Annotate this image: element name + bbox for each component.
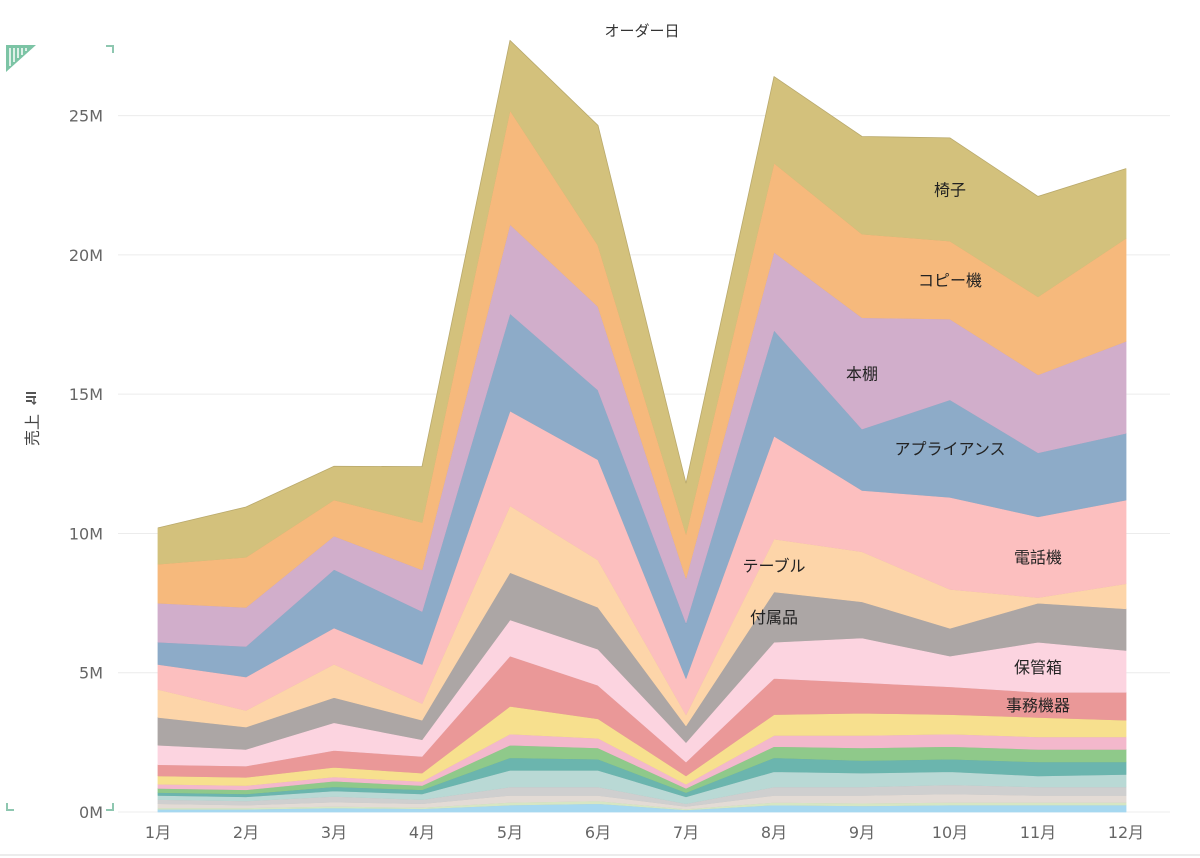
x-axis-ticks: 1月 2月 3月 4月 5月 6月 7月 8月 9月 10月 11月 12月 [145, 823, 1144, 842]
x-tick-label: 5月 [497, 823, 523, 842]
y-tick-label: 25M [69, 107, 103, 126]
x-axis-title[interactable]: オーダー日 [604, 22, 679, 40]
series-label-2: 本棚 [846, 364, 878, 383]
y-tick-label: 5M [79, 664, 103, 683]
y-axis-title[interactable]: 売上 [23, 414, 42, 446]
series-label-1: コピー機 [918, 271, 982, 290]
x-tick-label: 4月 [409, 823, 435, 842]
x-tick-label: 2月 [233, 823, 259, 842]
x-tick-label: 8月 [761, 823, 787, 842]
y-tick-label: 15M [69, 385, 103, 404]
series-label-5: テーブル [742, 556, 805, 575]
y-axis-ticks: 0M 5M 10M 15M 20M 25M [69, 107, 103, 822]
x-tick-label: 3月 [321, 823, 347, 842]
y-tick-label: 20M [69, 246, 103, 265]
y-tick-label: 10M [69, 524, 103, 543]
x-tick-label: 6月 [585, 823, 611, 842]
axis-bracket-bottom [6, 803, 114, 811]
corner-drag-icon[interactable] [6, 45, 36, 72]
x-tick-label: 12月 [1108, 823, 1144, 842]
x-tick-label: 9月 [849, 823, 875, 842]
x-tick-label: 1月 [145, 823, 171, 842]
area-series [157, 39, 1127, 813]
series-label-0: 椅子 [934, 180, 966, 199]
series-label-7: 保管箱 [1014, 658, 1062, 677]
series-label-6: 付属品 [750, 608, 798, 627]
series-label-3: アプライアンス [894, 439, 1005, 458]
series-label-8: 事務機器 [1006, 696, 1070, 715]
y-tick-label: 0M [79, 803, 103, 822]
axis-bracket-top [106, 45, 114, 53]
series-label-4: 電話機 [1014, 548, 1062, 567]
sort-icon[interactable] [26, 392, 37, 405]
x-tick-label: 7月 [673, 823, 699, 842]
area-series-椅子[interactable] [157, 40, 1127, 565]
area-edge [157, 39, 1127, 529]
x-tick-label: 11月 [1020, 823, 1056, 842]
x-tick-label: 10月 [932, 823, 968, 842]
